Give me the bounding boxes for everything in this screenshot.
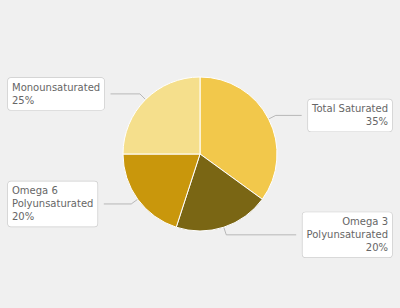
svg-text:20%: 20% xyxy=(366,242,388,253)
svg-text:Total Saturated: Total Saturated xyxy=(311,103,388,114)
svg-text:Polyunsaturated: Polyunsaturated xyxy=(307,229,388,240)
svg-text:25%: 25% xyxy=(12,95,34,106)
svg-text:Polyunsaturated: Polyunsaturated xyxy=(12,198,93,209)
svg-text:20%: 20% xyxy=(12,211,34,222)
svg-text:35%: 35% xyxy=(366,116,388,127)
svg-text:Omega 6: Omega 6 xyxy=(12,185,58,196)
svg-text:Monounsaturated: Monounsaturated xyxy=(12,82,100,93)
svg-text:Omega 3: Omega 3 xyxy=(342,216,388,227)
